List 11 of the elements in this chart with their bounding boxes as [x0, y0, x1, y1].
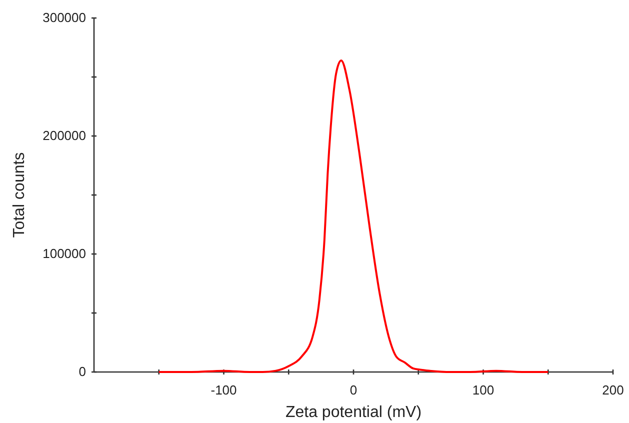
line-series [158, 59, 550, 373]
x-tick-label: -100 [210, 382, 237, 398]
x-tick-label: 100 [472, 382, 494, 398]
x-tick-label: 200 [602, 382, 624, 398]
x-axis-title: Zeta potential (mV) [285, 404, 422, 421]
y-tick-label: 300000 [42, 10, 86, 26]
x-tick-label: 0 [350, 382, 358, 398]
y-axis-title: Total counts [11, 152, 28, 238]
y-tick-label: 100000 [42, 246, 86, 262]
y-tick-label: 200000 [42, 128, 86, 144]
y-tick-label: 0 [78, 364, 86, 380]
